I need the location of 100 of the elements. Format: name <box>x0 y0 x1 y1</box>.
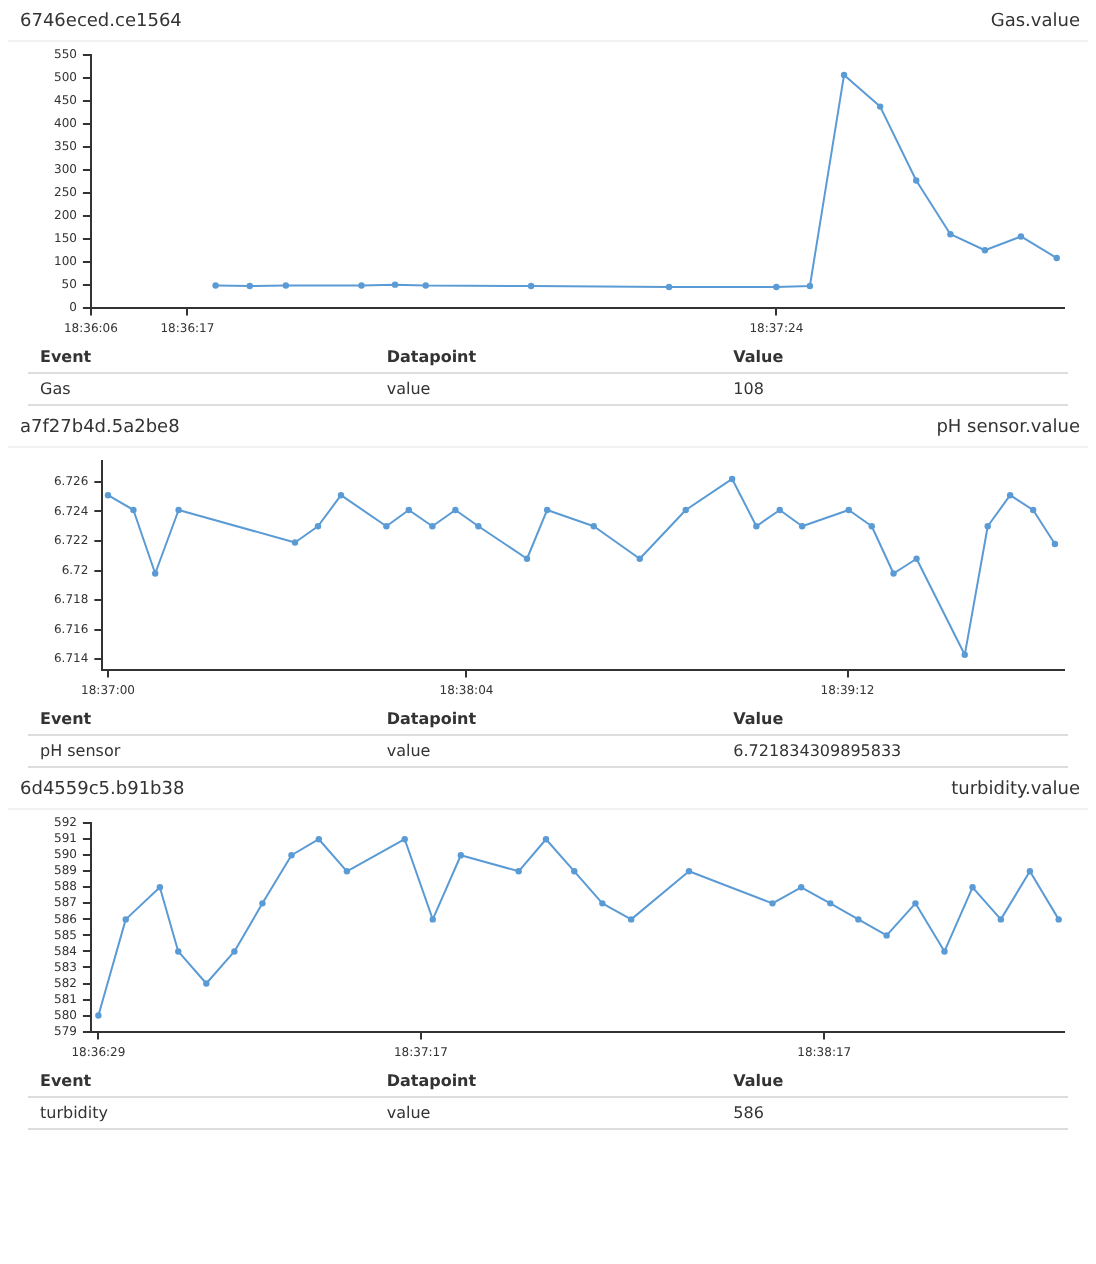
point <box>1006 491 1014 499</box>
point <box>130 506 137 514</box>
point <box>156 884 164 891</box>
point <box>636 555 643 562</box>
chart-subtitle: pH sensor.value <box>936 418 1080 438</box>
point <box>515 868 522 875</box>
text: value <box>374 735 722 767</box>
text: 108 <box>721 373 1068 405</box>
point <box>685 868 693 875</box>
point <box>1026 868 1034 875</box>
point <box>314 523 322 530</box>
point <box>315 836 323 843</box>
point <box>259 900 266 907</box>
point <box>1055 916 1062 923</box>
point <box>590 523 597 530</box>
point <box>913 177 920 184</box>
chart-title: 6d4559c5.b91b38 <box>20 780 185 800</box>
point <box>337 491 345 499</box>
point <box>475 523 482 530</box>
point <box>231 948 238 955</box>
point <box>912 900 919 907</box>
point <box>282 282 290 289</box>
point <box>665 283 673 291</box>
point <box>288 852 295 859</box>
text: Event <box>28 342 375 373</box>
point <box>405 506 412 514</box>
point <box>969 884 976 891</box>
point <box>868 523 875 530</box>
text: Event <box>28 1066 375 1097</box>
point <box>845 506 852 514</box>
point <box>391 281 399 288</box>
point <box>452 506 459 514</box>
point <box>383 523 390 530</box>
text: Value <box>721 704 1068 735</box>
point <box>913 555 920 562</box>
point <box>175 948 182 955</box>
point <box>95 1012 102 1019</box>
text: Value <box>721 342 1068 373</box>
point <box>291 539 299 546</box>
chart-title: 6746eced.ce1564 <box>20 12 182 32</box>
point <box>122 916 129 923</box>
point <box>728 475 736 483</box>
point <box>212 282 219 289</box>
point <box>152 570 159 577</box>
point <box>776 506 783 514</box>
point <box>1029 506 1037 514</box>
point <box>422 282 429 289</box>
point <box>175 506 182 514</box>
point <box>1053 254 1060 262</box>
point <box>627 916 635 923</box>
point <box>941 948 948 955</box>
point <box>543 506 551 514</box>
point <box>343 868 351 875</box>
point <box>984 523 991 530</box>
point <box>571 868 578 875</box>
point <box>883 932 890 939</box>
chart-title: a7f27b4d.5a2be8 <box>20 418 180 438</box>
text: value <box>374 373 722 405</box>
point <box>401 836 408 843</box>
point <box>876 103 884 110</box>
point <box>798 884 805 891</box>
point <box>753 523 760 530</box>
text: Gas <box>28 373 375 405</box>
point <box>1017 233 1025 240</box>
chart-subtitle: Gas.value <box>990 12 1080 32</box>
point <box>981 247 989 254</box>
point <box>855 916 862 923</box>
point <box>203 980 210 987</box>
point <box>358 282 365 289</box>
point <box>542 836 550 843</box>
text: 586 <box>721 1097 1068 1129</box>
text: value <box>374 1097 722 1129</box>
point <box>246 282 253 290</box>
point <box>527 282 535 290</box>
point <box>682 506 689 514</box>
text: pH sensor <box>28 735 375 767</box>
point <box>961 651 968 659</box>
text: Datapoint <box>374 342 722 373</box>
text: Datapoint <box>374 1066 722 1097</box>
text: Datapoint <box>374 704 722 735</box>
point <box>773 283 780 291</box>
point <box>840 71 848 79</box>
point <box>769 900 776 907</box>
text: Event <box>28 704 375 735</box>
point <box>523 555 531 562</box>
chart-subtitle: turbidity.value <box>951 780 1080 800</box>
point <box>997 916 1005 923</box>
point <box>429 916 436 923</box>
text: 6.721834309895833 <box>721 735 1068 767</box>
point <box>798 523 806 530</box>
point <box>827 900 834 907</box>
text: Value <box>721 1066 1068 1097</box>
point <box>890 570 897 577</box>
text: turbidity <box>28 1097 375 1129</box>
point <box>806 282 814 290</box>
point <box>429 523 436 530</box>
point <box>104 491 112 499</box>
point <box>457 852 465 859</box>
point <box>947 230 954 238</box>
point <box>599 900 606 907</box>
